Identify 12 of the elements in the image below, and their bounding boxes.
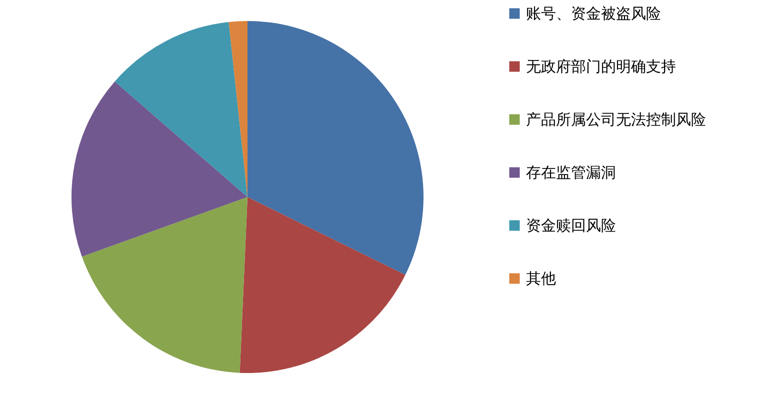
pie-slice bbox=[114, 22, 248, 197]
pie-slice bbox=[72, 81, 248, 257]
pie-slice bbox=[228, 21, 248, 197]
legend-label: 账号、资金被盗风险 bbox=[526, 4, 661, 22]
pie-slice bbox=[82, 197, 248, 373]
legend-label: 其他 bbox=[526, 270, 556, 288]
legend-label: 存在监管漏洞 bbox=[526, 164, 616, 182]
pie-slice bbox=[240, 197, 406, 373]
pie-slice bbox=[248, 21, 424, 275]
legend-label: 无政府部门的明确支持 bbox=[526, 58, 676, 76]
legend-label: 产品所属公司无法控制风险 bbox=[526, 110, 706, 128]
legend-label: 资金赎回风险 bbox=[526, 216, 616, 234]
